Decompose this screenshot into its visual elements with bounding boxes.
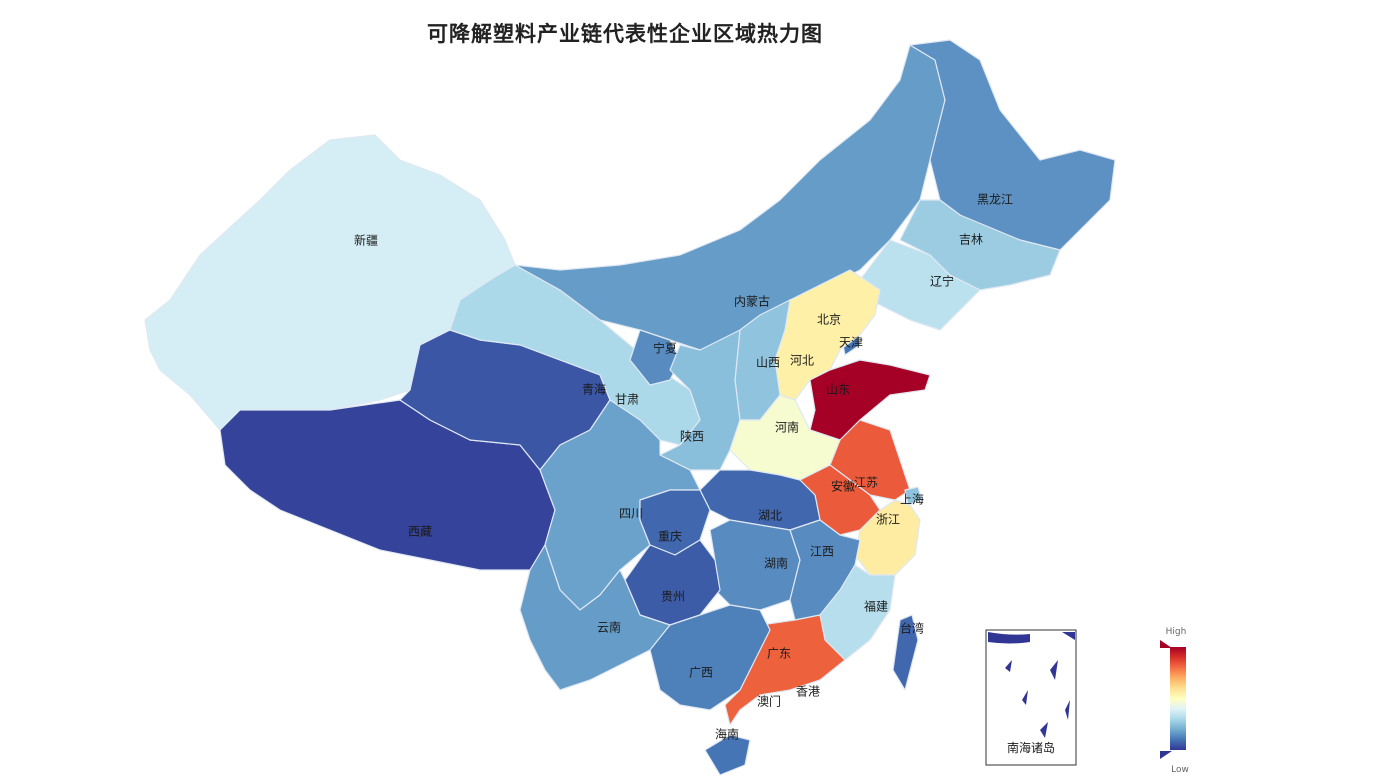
- province-label: 河南: [775, 420, 799, 435]
- province-label: 江西: [810, 545, 834, 559]
- province-region[interactable]: [704, 734, 751, 776]
- province-label: 香港: [796, 685, 820, 699]
- province-label: 青海: [582, 382, 606, 397]
- province-label: 宁夏: [653, 341, 677, 356]
- province-region[interactable]: [629, 329, 681, 386]
- province-region[interactable]: [904, 486, 923, 506]
- province-label: 吉林: [959, 233, 983, 247]
- province-label: 甘肃: [615, 393, 639, 407]
- province-label: 安徽: [831, 479, 855, 494]
- province-label: 西藏: [408, 525, 432, 539]
- province-label: 湖北: [758, 508, 782, 523]
- province-label: 上海: [900, 492, 924, 507]
- legend-high-handle[interactable]: [1160, 640, 1172, 648]
- province-label: 天津: [839, 336, 863, 350]
- province-label: 贵州: [661, 590, 685, 604]
- province-label: 山东: [826, 383, 850, 397]
- province-label: 云南: [597, 620, 621, 635]
- province-label: 四川: [619, 507, 643, 521]
- province-label: 陕西: [680, 429, 704, 444]
- province-label: 湖南: [764, 556, 788, 571]
- map-title: 可降解塑料产业链代表性企业区域热力图: [427, 22, 823, 46]
- province-label: 重庆: [658, 530, 682, 544]
- province-label: 广西: [689, 666, 713, 680]
- province-label: 辽宁: [930, 274, 954, 289]
- province-region[interactable]: [649, 604, 771, 711]
- legend-color-bar: [1170, 647, 1186, 750]
- inset-label: 南海诸岛: [1007, 740, 1055, 755]
- province-label: 北京: [817, 313, 841, 327]
- province-label: 江苏: [854, 476, 878, 490]
- legend-high-label: High: [1166, 627, 1187, 637]
- legend-low-handle[interactable]: [1160, 751, 1172, 759]
- province-label: 台湾: [900, 621, 924, 636]
- province-region[interactable]: [659, 329, 741, 471]
- province-region[interactable]: [809, 359, 931, 441]
- south-china-sea-inset: 南海诸岛: [985, 629, 1077, 766]
- province-label: 内蒙古: [734, 294, 770, 309]
- province-region[interactable]: [909, 39, 1116, 251]
- visual-map-legend[interactable]: High Low: [1160, 627, 1189, 775]
- province-region[interactable]: [854, 499, 921, 576]
- legend-low-label: Low: [1171, 765, 1189, 775]
- province-region[interactable]: [724, 614, 846, 726]
- province-label: 福建: [864, 599, 888, 614]
- province-label: 广东: [767, 647, 791, 661]
- province-region[interactable]: [699, 469, 821, 531]
- province-region[interactable]: [514, 44, 946, 351]
- province-label: 黑龙江: [977, 193, 1013, 207]
- province-region[interactable]: [892, 614, 919, 691]
- province-label: 澳门: [757, 694, 781, 709]
- province-label: 海南: [715, 727, 739, 742]
- province-label: 浙江: [876, 513, 900, 527]
- province-label: 山西: [756, 356, 780, 370]
- province-label: 新疆: [354, 233, 378, 248]
- province-label: 河北: [790, 354, 814, 368]
